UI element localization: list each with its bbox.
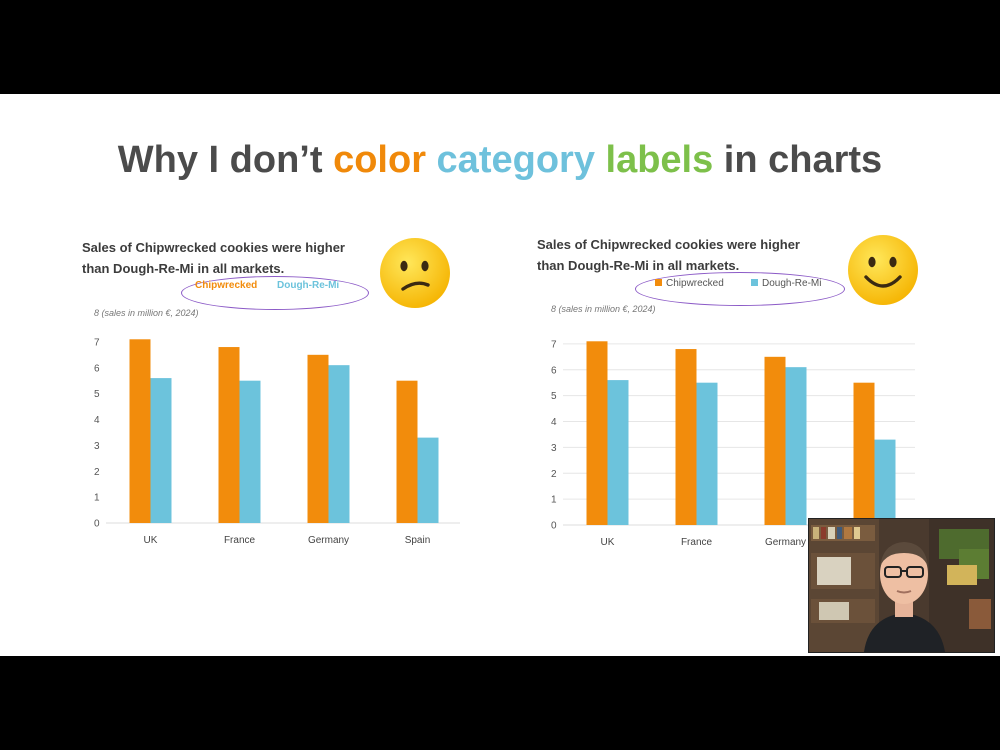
bar-dough-re-mi (874, 439, 896, 525)
bar-chipwrecked (586, 341, 608, 525)
title-part (426, 139, 437, 181)
legend-label: Dough-Re-Mi (277, 280, 339, 291)
bar-chipwrecked (129, 339, 151, 523)
bar-chipwrecked (853, 382, 875, 525)
legend-swatch (655, 279, 662, 286)
right-headline-line-1: Sales of Chipwrecked cookies were higher (537, 237, 800, 252)
title-part (595, 139, 606, 181)
slide: Why I don’t color category labels in cha… (0, 94, 1000, 656)
legend-label: Chipwrecked (195, 280, 257, 291)
x-tick-label: Germany (308, 535, 349, 546)
x-tick-label: Germany (765, 537, 806, 548)
y-tick-label: 4 (551, 417, 557, 428)
legend-swatch (751, 279, 758, 286)
left-chart-headline: Sales of Chipwrecked cookies were higher… (82, 237, 345, 279)
title-part: in charts (713, 139, 883, 181)
y-axis-unit-label: 8 (sales in million €, 2024) (551, 304, 656, 314)
y-tick-label: 7 (94, 337, 100, 348)
legend-label: Chipwrecked (666, 278, 724, 289)
title-word-category: category (436, 139, 595, 181)
title-word-color: color (333, 139, 426, 181)
presenter-video-frame (809, 519, 994, 652)
y-tick-label: 5 (94, 389, 100, 400)
y-tick-label: 7 (551, 339, 557, 350)
right-bar-chart: Chipwrecked Dough-Re-Mi 8 (sales in millio… (551, 278, 915, 548)
y-tick-label: 4 (94, 415, 100, 426)
right-headline-line-2: than Dough-Re-Mi in all markets. (537, 258, 740, 273)
slide-title: Why I don’t color category labels in cha… (0, 139, 1000, 182)
y-axis-unit-label: 8 (sales in million €, 2024) (94, 308, 199, 318)
right-chart-headline: Sales of Chipwrecked cookies were higher… (537, 234, 800, 276)
title-part: Why I don’t (117, 139, 334, 181)
y-tick-label: 0 (94, 519, 100, 530)
x-tick-label: Spain (405, 535, 431, 546)
right-legend-highlight-oval (635, 272, 845, 306)
x-tick-label: France (224, 535, 256, 546)
y-tick-label: 2 (551, 469, 557, 480)
left-legend-highlight-oval (181, 276, 369, 310)
x-tick-label: UK (601, 537, 615, 548)
y-tick-label: 1 (551, 495, 557, 506)
bar-dough-re-mi (696, 382, 718, 525)
left-headline-line-1: Sales of Chipwrecked cookies were higher (82, 240, 345, 255)
bar-dough-re-mi (785, 367, 807, 525)
y-tick-label: 5 (551, 391, 557, 402)
confused-face-icon (380, 238, 450, 308)
y-tick-label: 6 (94, 363, 100, 374)
y-tick-label: 0 (551, 521, 557, 532)
bar-dough-re-mi (328, 365, 350, 523)
x-tick-label: UK (144, 535, 158, 546)
bar-chipwrecked (307, 354, 329, 523)
y-tick-label: 2 (94, 467, 100, 478)
y-tick-label: 3 (551, 443, 557, 454)
y-tick-label: 3 (94, 441, 100, 452)
x-tick-label: France (681, 537, 713, 548)
bar-dough-re-mi (150, 378, 172, 523)
y-tick-label: 6 (551, 365, 557, 376)
bar-chipwrecked (675, 349, 697, 525)
bar-dough-re-mi (417, 437, 439, 523)
title-word-labels: labels (605, 139, 714, 181)
bar-chipwrecked (396, 380, 418, 523)
bar-chipwrecked (764, 356, 786, 525)
y-tick-label: 1 (94, 493, 100, 504)
legend-label: Dough-Re-Mi (762, 278, 821, 289)
bar-dough-re-mi (239, 380, 261, 523)
presenter-webcam (808, 518, 995, 653)
left-bar-chart: Chipwrecked Dough-Re-Mi 8 (sales in millio… (94, 280, 460, 546)
left-headline-line-2: than Dough-Re-Mi in all markets. (82, 261, 285, 276)
bar-dough-re-mi (607, 380, 629, 525)
smiling-face-icon (848, 235, 918, 305)
bar-chipwrecked (218, 347, 240, 523)
